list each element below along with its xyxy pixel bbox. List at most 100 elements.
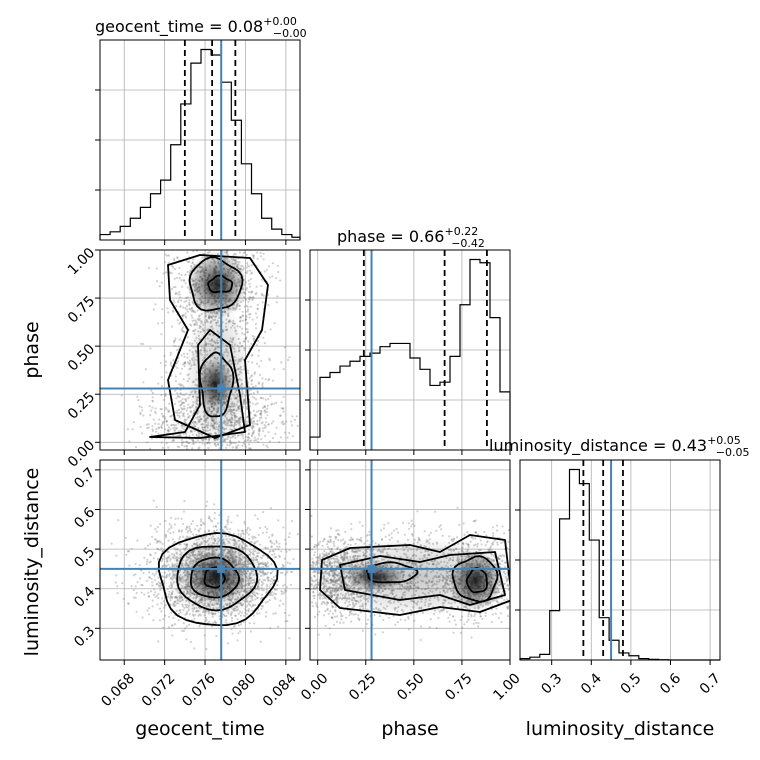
scatter-point: [266, 576, 269, 579]
scatter-point: [269, 549, 272, 553]
scatter-point: [183, 445, 186, 448]
scatter-point: [182, 279, 185, 282]
scatter-point: [168, 528, 171, 531]
scatter-point: [185, 297, 188, 300]
scatter-point: [147, 595, 150, 598]
scatter-point: [145, 423, 148, 426]
scatter-point: [178, 529, 181, 532]
scatter-point: [244, 298, 247, 301]
scatter-point: [262, 294, 265, 297]
scatter-point: [268, 536, 271, 539]
scatter-point: [296, 424, 299, 427]
scatter-point: [237, 632, 240, 635]
scatter-point: [274, 593, 277, 596]
scatter-point: [159, 548, 162, 552]
scatter-point: [255, 291, 258, 294]
scatter-point: [243, 443, 246, 446]
scatter-point: [277, 548, 280, 551]
scatter-point: [173, 546, 176, 550]
scatter-point: [236, 434, 240, 437]
scatter-point: [245, 271, 248, 274]
scatter-point: [183, 362, 186, 365]
panel-hist-luminosity-distance: 0.3 0.4 0.5 0.6 0.7: [515, 459, 724, 698]
scatter-point: [186, 526, 189, 529]
scatter-point: [273, 588, 277, 591]
scatter-point: [285, 550, 288, 553]
x-tick-label: 0.068: [98, 670, 138, 710]
scatter-point: [193, 319, 196, 322]
scatter-point: [142, 381, 145, 384]
scatter-point: [247, 428, 250, 431]
scatter-point: [140, 432, 143, 435]
scatter-point: [271, 275, 274, 278]
scatter-point: [271, 402, 274, 405]
scatter-point: [139, 342, 143, 345]
scatter-point: [174, 375, 177, 378]
scatter-point: [179, 536, 182, 539]
scatter-point: [197, 529, 200, 532]
scatter-point: [260, 410, 263, 413]
scatter-point: [245, 322, 248, 325]
scatter-point: [174, 379, 177, 383]
scatter-point: [150, 409, 153, 412]
scatter-point: [250, 296, 253, 299]
scatter-point: [282, 592, 286, 595]
scatter-point: [252, 614, 256, 617]
scatter-point: [110, 542, 113, 545]
scatter-point: [251, 426, 254, 429]
scatter-point: [161, 597, 164, 600]
scatter-point: [146, 579, 149, 583]
scatter-point: [156, 603, 159, 606]
scatter-point: [291, 435, 294, 438]
scatter-point: [148, 613, 151, 616]
scatter-point: [185, 440, 188, 443]
scatter-point: [269, 592, 272, 595]
scatter-point: [273, 402, 276, 405]
scatter-point: [183, 401, 186, 404]
scatter-point: [261, 383, 264, 386]
scatter-point: [286, 620, 289, 623]
scatter-point: [230, 521, 233, 524]
scatter-point: [198, 625, 201, 628]
scatter-point: [282, 407, 285, 410]
scatter-point: [179, 372, 182, 375]
scatter-point: [160, 412, 163, 415]
scatter-point: [134, 446, 138, 449]
scatter-point: [167, 410, 170, 413]
scatter-point: [255, 414, 258, 417]
scatter-point: [164, 603, 167, 606]
scatter-point: [161, 550, 164, 553]
scatter-point: [276, 545, 279, 548]
scatter-point: [253, 436, 256, 439]
scatter-point: [154, 552, 157, 555]
scatter-point: [137, 399, 140, 402]
scatter-point: [256, 257, 259, 260]
scatter-point: [271, 262, 274, 265]
scatter-point: [170, 424, 173, 427]
scatter-point: [265, 590, 268, 593]
scatter-point: [116, 585, 119, 588]
scatter-point: [161, 557, 164, 560]
scatter-point: [161, 574, 164, 578]
scatter-point: [181, 384, 184, 387]
scatter-point: [290, 379, 293, 382]
scatter-point: [244, 336, 247, 340]
density-blob: [197, 358, 234, 411]
scatter-point: [175, 256, 179, 259]
scatter-point: [239, 614, 242, 617]
scatter-point: [160, 281, 163, 284]
x-tick-label: 0.5: [618, 670, 645, 697]
scatter-point: [182, 330, 185, 333]
scatter-point: [171, 603, 175, 606]
scatter-point: [187, 296, 190, 299]
scatter-point: [247, 279, 250, 282]
scatter-point: [191, 316, 194, 319]
scatter-point: [149, 347, 152, 350]
scatter-point: [183, 407, 186, 410]
scatter-point: [192, 614, 195, 618]
scatter-point: [249, 630, 252, 633]
scatter-point: [157, 432, 160, 435]
scatter-point: [158, 585, 161, 588]
scatter-point: [179, 304, 182, 307]
scatter-point: [226, 521, 230, 524]
